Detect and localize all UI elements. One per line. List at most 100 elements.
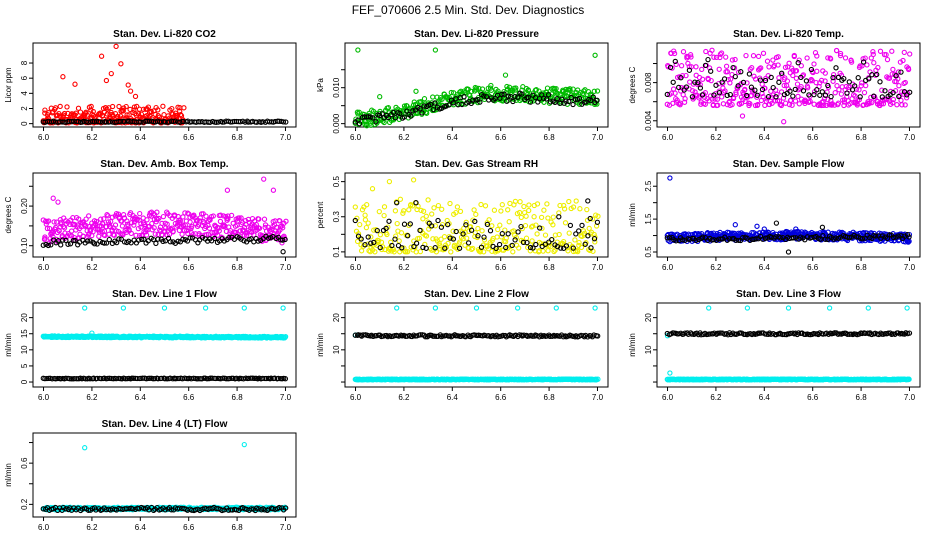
y-axis-label: ml/min [628, 203, 637, 227]
data-point [425, 197, 431, 203]
data-point [744, 80, 750, 86]
x-tick-label: 6.4 [135, 263, 147, 272]
data-point [118, 61, 124, 67]
data-point [760, 50, 767, 56]
data-point [865, 305, 871, 311]
data-point [869, 99, 875, 106]
data-point [894, 102, 900, 108]
data-point [473, 305, 480, 311]
data-point [386, 218, 392, 224]
y-axis-label: ml/min [4, 463, 13, 487]
y-tick-label: 0.10 [20, 237, 29, 253]
data-point [543, 96, 550, 102]
data-point [819, 224, 826, 230]
data-point [567, 222, 574, 229]
data-point [790, 67, 796, 74]
data-point [473, 211, 479, 218]
data-point [744, 305, 751, 311]
data-point [782, 75, 788, 81]
y-tick-label: 20 [644, 313, 653, 322]
data-point [113, 43, 119, 50]
data-point [160, 213, 167, 220]
data-point [385, 105, 392, 111]
data-point [705, 56, 711, 63]
data-point [352, 204, 358, 210]
data-point [479, 228, 485, 234]
data-point [42, 107, 48, 113]
x-tick-label: 6.2 [710, 133, 722, 142]
y-tick-label: 8 [20, 60, 29, 65]
y-tick-label: 0.6 [20, 457, 29, 469]
data-point [732, 73, 738, 80]
data-point [676, 84, 682, 91]
y-tick-label: 0 [20, 379, 29, 384]
x-tick-label: 6.8 [856, 133, 868, 142]
data-point [716, 66, 722, 72]
data-point [861, 89, 868, 96]
data-point [392, 208, 399, 214]
data-point [386, 178, 393, 185]
data-point [224, 187, 231, 193]
data-point [379, 111, 385, 117]
data-point [68, 228, 75, 234]
data-point [764, 58, 771, 64]
y-axis-label: ml/min [4, 333, 13, 357]
data-point [711, 54, 717, 60]
data-point [877, 48, 884, 54]
data-point [570, 86, 576, 92]
data-point [401, 114, 407, 120]
data-point [554, 95, 560, 102]
data-point [435, 217, 441, 224]
data-point [237, 119, 243, 125]
y-axis-label: ml/min [316, 333, 325, 357]
data-point [127, 88, 134, 94]
data-point [843, 83, 849, 90]
data-point [505, 93, 511, 99]
x-tick-label: 6.0 [662, 263, 674, 272]
data-point [446, 102, 452, 108]
data-point [775, 62, 781, 68]
data-point [261, 176, 267, 182]
data-point [59, 119, 65, 125]
data-point [575, 87, 581, 93]
x-tick-label: 6.4 [135, 523, 147, 532]
data-point [723, 54, 729, 60]
data-point [699, 66, 705, 73]
data-point [376, 208, 382, 215]
x-tick-label: 6.8 [544, 133, 556, 142]
data-point [786, 60, 792, 66]
data-point [491, 207, 498, 213]
data-point [732, 56, 738, 63]
x-tick-label: 6.0 [38, 523, 50, 532]
data-point [859, 80, 865, 86]
data-point [856, 87, 862, 93]
data-point [822, 78, 828, 84]
x-tick-label: 6.4 [135, 393, 147, 402]
y-tick-label: 0.010 [332, 77, 341, 98]
data-point [837, 50, 844, 57]
chart-title: Stan. Dev. Line 1 Flow [112, 289, 217, 300]
x-tick-label: 6.4 [759, 393, 771, 402]
data-point [579, 222, 585, 229]
data-point [432, 305, 439, 311]
x-tick-label: 6.6 [495, 393, 507, 402]
plot-frame [344, 302, 609, 388]
x-tick-label: 6.2 [398, 133, 410, 142]
data-point [518, 214, 524, 221]
data-point [702, 101, 708, 107]
data-point [217, 218, 224, 225]
series-ref [40, 375, 289, 382]
data-point [789, 102, 795, 108]
data-point [671, 50, 678, 57]
data-point [108, 70, 114, 77]
data-point [794, 81, 801, 87]
chart-title: Stan. Dev. Li-820 CO2 [113, 29, 216, 40]
data-point [72, 81, 78, 87]
data-point [506, 84, 513, 90]
data-point [792, 98, 799, 104]
data-point [864, 62, 870, 68]
x-tick-label: 6.0 [662, 393, 674, 402]
data-point [706, 65, 713, 71]
data-point [529, 238, 535, 244]
